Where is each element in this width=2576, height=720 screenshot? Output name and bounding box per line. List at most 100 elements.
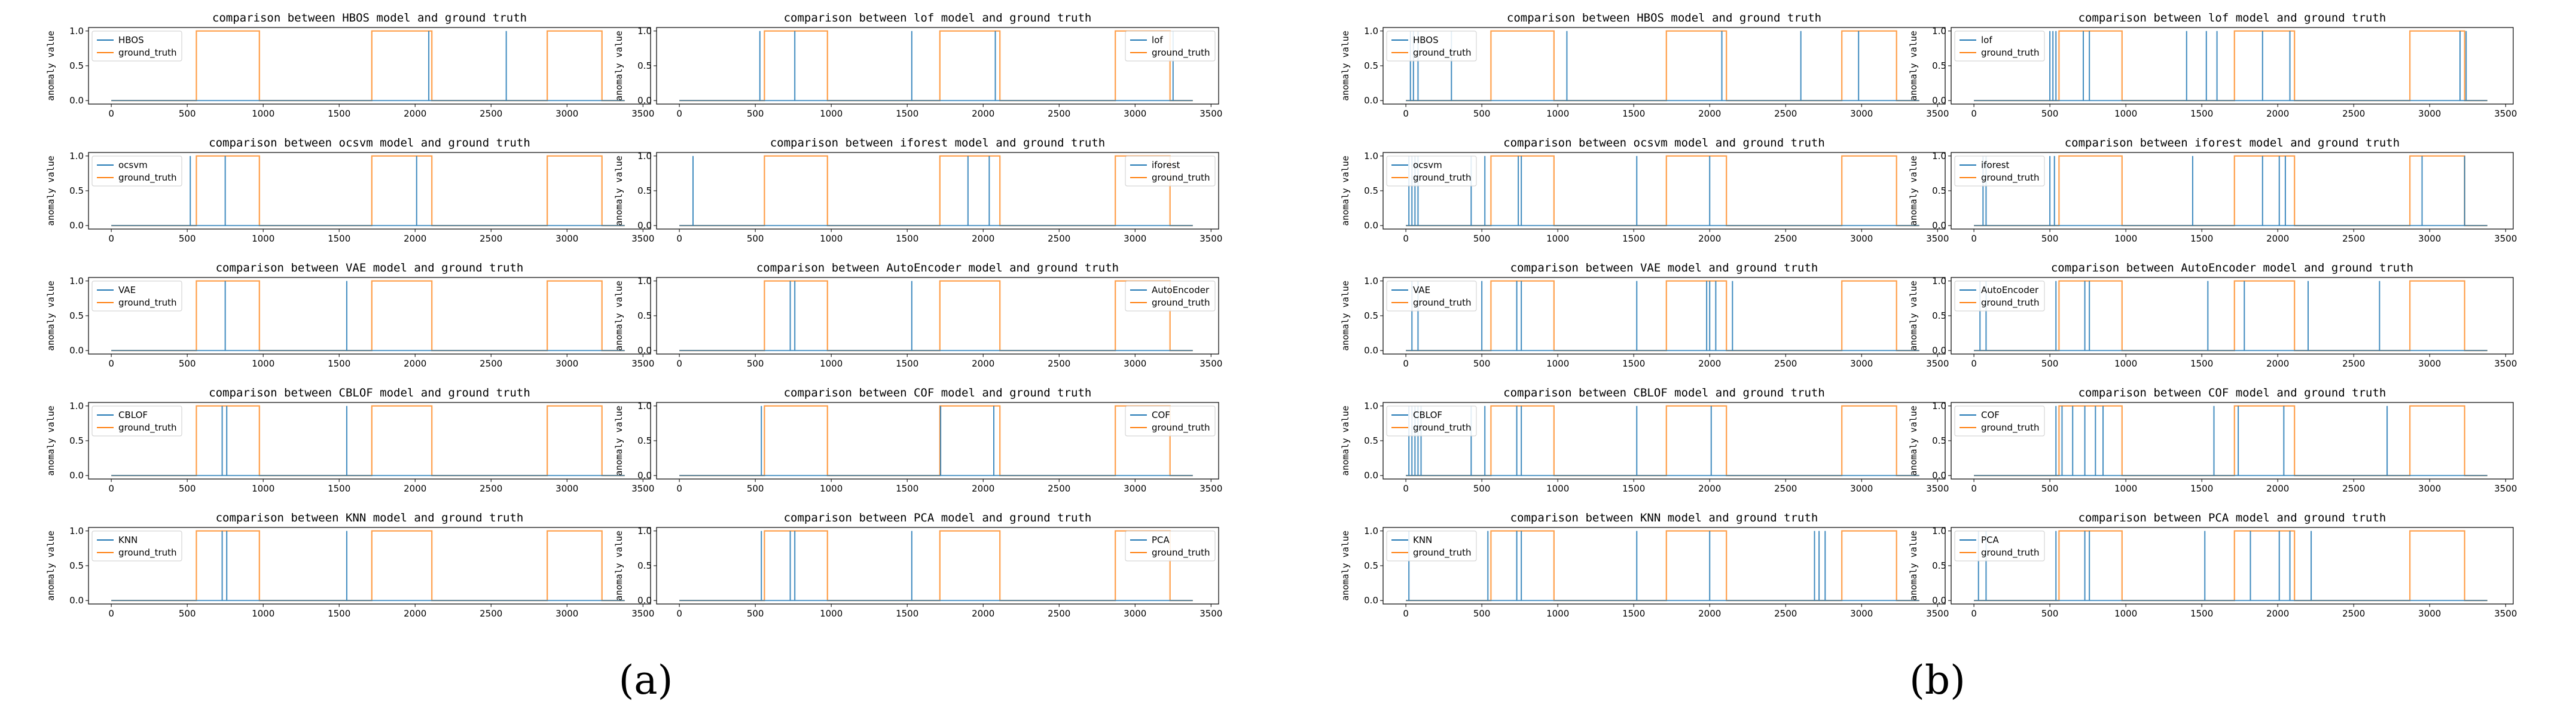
y-axis-label: anomaly value (614, 405, 624, 475)
x-tick-label: 1500 (328, 483, 350, 494)
x-tick-label: 0 (676, 108, 682, 119)
legend-truth-label: ground_truth (1981, 172, 2040, 184)
subplot-title: comparison between VAE model and ground … (216, 261, 524, 274)
y-tick-label: 1.0 (1364, 276, 1378, 286)
ground-truth-line (679, 30, 1193, 102)
legend-truth-label: ground_truth (1981, 547, 2040, 559)
subplot-title: comparison between lof model and ground … (784, 11, 1092, 25)
y-tick-label: 0.5 (1364, 185, 1378, 196)
legend: iforest ground_truth (1125, 155, 1216, 187)
x-tick-label: 2500 (1774, 608, 1797, 619)
legend: COF ground_truth (1125, 405, 1216, 437)
x-tick-label: 3500 (1926, 608, 1949, 619)
y-tick-label: 1.0 (69, 401, 84, 411)
x-tick-label: 3500 (631, 233, 654, 244)
x-tick-label: 3000 (1850, 108, 1873, 119)
subplot-title: comparison between COF model and ground … (2078, 386, 2386, 399)
x-tick-label: 0 (1403, 233, 1409, 244)
ground-truth-line (1406, 405, 1919, 477)
subplot-title: comparison between VAE model and ground … (1510, 261, 1818, 274)
y-tick-label: 0.5 (637, 435, 652, 446)
x-tick-label: 3000 (1850, 233, 1873, 244)
x-tick-label: 3000 (556, 358, 578, 369)
x-tick-label: 1000 (2114, 358, 2137, 369)
legend-box (1954, 405, 2045, 437)
y-tick-label: 1.0 (1932, 151, 1946, 161)
legend: CBLOF ground_truth (1386, 405, 1477, 437)
x-tick-label: 1000 (252, 108, 274, 119)
x-tick-label: 3000 (1124, 483, 1146, 494)
x-tick-label: 2500 (1774, 108, 1797, 119)
x-tick-label: 3500 (2494, 608, 2517, 619)
y-axis-label: anomaly value (45, 280, 56, 350)
legend-box (1386, 30, 1477, 62)
y-tick-label: 0.5 (1932, 310, 1946, 321)
y-tick-label: 0.5 (1932, 60, 1946, 71)
legend: AutoEncoder ground_truth (1954, 280, 2045, 312)
legend: lof ground_truth (1125, 30, 1216, 62)
x-tick-label: 1500 (328, 358, 350, 369)
x-tick-label: 0 (108, 608, 114, 619)
subplot-title: comparison between lof model and ground … (2078, 11, 2386, 25)
x-tick-label: 3500 (631, 608, 654, 619)
x-tick-label: 500 (2041, 108, 2059, 119)
ground-truth-line (1974, 405, 2488, 477)
x-tick-label: 3000 (1124, 358, 1146, 369)
y-tick-label: 0.0 (1364, 470, 1378, 481)
x-tick-label: 500 (2041, 358, 2059, 369)
y-tick-label: 0.0 (1932, 345, 1946, 356)
legend-truth-label: ground_truth (1152, 547, 1210, 559)
x-tick-label: 1500 (896, 483, 918, 494)
ground-truth-line (1406, 155, 1919, 227)
y-tick-label: 0.5 (69, 185, 84, 196)
ground-truth-line (1406, 30, 1919, 102)
y-tick-label: 0.5 (1932, 185, 1946, 196)
x-tick-label: 500 (179, 483, 196, 494)
x-tick-label: 2500 (1048, 108, 1070, 119)
subplot-title: comparison between AutoEncoder model and… (756, 261, 1119, 274)
x-tick-label: 3000 (1850, 608, 1873, 619)
y-axis-label: anomaly value (614, 155, 624, 225)
y-tick-label: 0.0 (637, 220, 652, 231)
x-tick-label: 3500 (1200, 108, 1222, 119)
ground-truth-line (111, 155, 625, 227)
legend: PCA ground_truth (1125, 530, 1216, 562)
x-tick-label: 500 (1473, 483, 1491, 494)
legend-model-label: HBOS (118, 35, 144, 45)
subplot-a-lof: comparison between lof model and ground … (614, 11, 1222, 119)
ground-truth-line (1406, 530, 1919, 602)
y-tick-label: 1.0 (1932, 276, 1946, 286)
x-tick-label: 2000 (972, 483, 994, 494)
legend-truth-label: ground_truth (1981, 297, 2040, 309)
y-tick-label: 0.0 (1364, 95, 1378, 106)
subplot-title: comparison between KNN model and ground … (216, 511, 524, 524)
y-tick-label: 0.0 (1364, 220, 1378, 231)
x-tick-label: 3500 (631, 483, 654, 494)
x-tick-label: 2000 (1698, 108, 1721, 119)
x-tick-label: 3000 (2418, 483, 2441, 494)
legend-model-label: ocsvm (118, 160, 148, 170)
x-tick-label: 1000 (252, 233, 274, 244)
y-tick-label: 0.5 (1364, 435, 1378, 446)
y-tick-label: 0.5 (1364, 560, 1378, 571)
legend: VAE ground_truth (1386, 280, 1477, 312)
x-tick-label: 3000 (2418, 358, 2441, 369)
x-tick-label: 1000 (2114, 483, 2137, 494)
x-tick-label: 0 (676, 233, 682, 244)
legend-truth-label: ground_truth (1152, 422, 1210, 434)
legend-truth-label: ground_truth (118, 47, 177, 59)
legend-truth-label: ground_truth (1413, 47, 1472, 59)
y-tick-label: 0.0 (1932, 95, 1946, 106)
x-tick-label: 500 (179, 358, 196, 369)
x-tick-label: 3500 (2494, 108, 2517, 119)
subplot-title: comparison between PCA model and ground … (784, 511, 1092, 524)
subplot-title: comparison between AutoEncoder model and… (2051, 261, 2413, 274)
y-axis-label: anomaly value (1340, 30, 1351, 100)
subplot-a-AutoEncoder: comparison between AutoEncoder model and… (614, 261, 1222, 369)
legend-box (1125, 280, 1216, 312)
y-tick-label: 0.0 (69, 470, 84, 481)
legend-model-label: iforest (1152, 160, 1180, 170)
x-tick-label: 1500 (1622, 358, 1645, 369)
x-tick-label: 0 (1403, 358, 1409, 369)
legend-truth-label: ground_truth (1413, 422, 1472, 434)
